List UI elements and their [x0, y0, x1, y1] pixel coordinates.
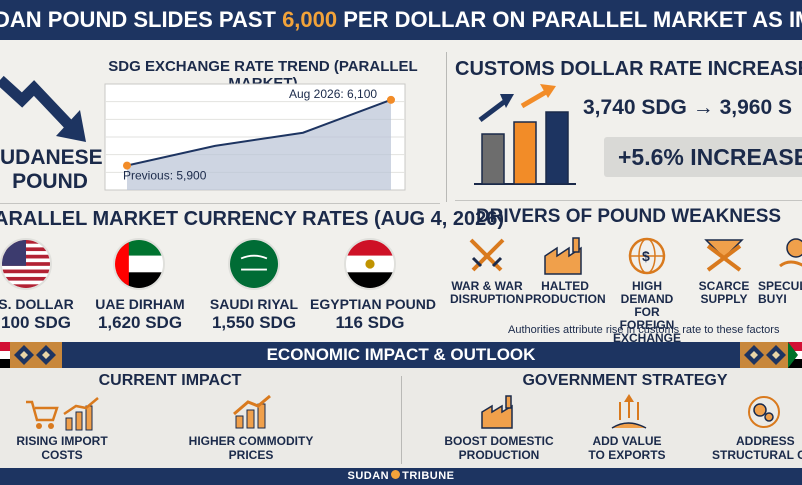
impact-line: BOOST DOMESTIC — [444, 434, 554, 448]
impact-label: HIGHER COMMODITY PRICES — [186, 434, 316, 462]
impact-line: TO EXPORTS — [588, 448, 666, 462]
chart-area-fill — [127, 99, 391, 190]
headline: DAN POUND SLIDES PAST 6,000 PER DOLLAR O… — [0, 0, 802, 40]
chart-point — [387, 95, 395, 104]
drivers-note: Authorities attribute rise in customs ra… — [508, 324, 780, 336]
chart-series-line — [126, 98, 392, 167]
usa-flag-icon — [0, 238, 52, 290]
driver-label: HIGH DEMAND FOR FOREIGN EXCHANGE — [607, 280, 687, 345]
current-impact-title: CURRENT IMPACT — [98, 372, 242, 389]
chart-annotation-end: Aug 2026: 6,100 — [289, 87, 377, 101]
impact-label: RISING IMPORT COSTS — [0, 434, 128, 462]
egypt-flag-icon — [344, 238, 396, 290]
driver-label: HALTED PRODUCTION — [525, 279, 606, 306]
pound-label-line2: POUND — [12, 170, 88, 193]
impact-label: BOOST DOMESTIC PRODUCTION — [434, 434, 564, 462]
gears-icon — [748, 396, 780, 428]
footer-left: SUDAN — [347, 470, 390, 482]
sudan-flag-pattern-icon — [740, 342, 802, 368]
driver-line: SCARCE — [698, 279, 750, 293]
customs-rate-change: 3,740 SDG → 3,960 S — [583, 96, 802, 120]
currency-rate: 1,620 SDG — [97, 313, 183, 332]
footer-globe-icon — [391, 470, 401, 479]
driver-label: WAR & WAR DISRUPTION — [447, 280, 527, 306]
government-strategy-title: GOVERNMENT STRATEGY — [522, 372, 728, 389]
currency-name: EGYPTIAN POUND — [310, 296, 437, 312]
exchange-rate-chart: Aug 2026: 6,100 Previous: 5,900 — [104, 83, 406, 191]
driver-line: FOR FOREIGN — [619, 305, 675, 332]
impact-line: ADDRESS — [736, 434, 795, 448]
rising-prices-icon — [233, 394, 271, 429]
divider-right — [455, 200, 802, 201]
headline-before: DAN POUND SLIDES PAST — [0, 7, 283, 32]
factory-icon — [481, 395, 513, 429]
impact-line: PRICES — [228, 448, 274, 462]
currency-name: S. DOLLAR — [0, 296, 74, 312]
driver-line: EXCHANGE — [612, 331, 681, 345]
rising-bars-icon — [474, 84, 576, 185]
currency-rate: 116 SDG — [335, 313, 405, 332]
rising-chart-icon — [63, 397, 99, 431]
footer-right: TRIBUNE — [402, 470, 455, 482]
footer-logo: SUDAN TRIBUNE — [0, 468, 802, 485]
increase-badge: +5.6% INCREASE — [604, 137, 802, 177]
chart-point — [123, 161, 131, 170]
currency-name: SAUDI RIYAL — [209, 296, 299, 312]
crossed-swords-icon — [469, 238, 505, 272]
sudan-flag-pattern-icon — [0, 342, 62, 368]
speculation-icon — [779, 238, 802, 268]
impact-line: STRUCTURAL CR — [712, 448, 802, 462]
driver-label: SPECUL BUYI — [758, 280, 802, 306]
drivers-title: DRIVERS OF POUND WEAKNESS — [475, 206, 782, 227]
band-title: ECONOMIC IMPACT & OUTLOOK — [266, 345, 536, 364]
scarce-supply-icon — [704, 239, 744, 272]
driver-line: HIGH DEMAND — [620, 279, 674, 306]
impact-label: ADD VALUE TO EXPORTS — [562, 434, 692, 462]
customs-from: 3,740 SDG — [583, 96, 687, 119]
customs-title: CUSTOMS DOLLAR RATE INCREASE — [455, 58, 802, 80]
headline-number: 6,000 — [282, 7, 338, 32]
chart-annotation-start: Previous: 5,900 — [123, 169, 207, 183]
driver-label: SCARCE SUPPLY — [684, 280, 764, 306]
factory-icon — [544, 237, 582, 275]
driver-line: DISRUPTION — [449, 292, 524, 306]
saudi-flag-icon — [228, 238, 280, 290]
driver-line: SPECUL — [758, 279, 802, 293]
globe-dollar-icon: $ — [628, 237, 666, 275]
driver-line: SUPPLY — [700, 292, 748, 306]
driver-line: BUYI — [758, 292, 787, 306]
rates-title: ARALLEL MARKET CURRENCY RATES (AUG 4, 20… — [0, 208, 505, 230]
driver-line: PRODUCTION — [525, 292, 606, 306]
section-band — [0, 342, 802, 368]
divider-vertical-top — [446, 52, 447, 202]
pound-label-line1: UDANESE — [0, 146, 103, 169]
customs-to: 3,960 S — [719, 96, 792, 119]
down-trend-arrow-icon — [0, 75, 86, 142]
currency-rate: 1,550 SDG — [211, 313, 297, 332]
divider-left — [0, 203, 440, 204]
impact-line: HIGHER COMMODITY — [188, 434, 314, 448]
divider-vertical-bottom — [401, 376, 402, 464]
crops-icon — [611, 394, 647, 429]
uae-flag-icon — [113, 238, 165, 290]
chart-points — [123, 95, 395, 170]
driver-line: HALTED — [541, 279, 589, 293]
cart-chart-icon — [26, 400, 59, 429]
arrow-right-icon: → — [692, 96, 714, 119]
impact-line: RISING IMPORT — [16, 434, 108, 448]
driver-line: WAR & WAR — [451, 279, 523, 293]
headline-after: PER DOLLAR ON PARALLEL MARKET AS IMPORT … — [343, 7, 802, 32]
currency-name: UAE DIRHAM — [95, 296, 185, 312]
svg-text:$: $ — [642, 248, 650, 264]
impact-line: ADD VALUE — [592, 434, 662, 448]
impact-line: COSTS — [41, 448, 83, 462]
sudanese-pound-label: UDANESE POUND — [0, 146, 103, 194]
impact-line: PRODUCTION — [458, 448, 540, 462]
currency-rate: 100 SDG — [1, 313, 71, 332]
